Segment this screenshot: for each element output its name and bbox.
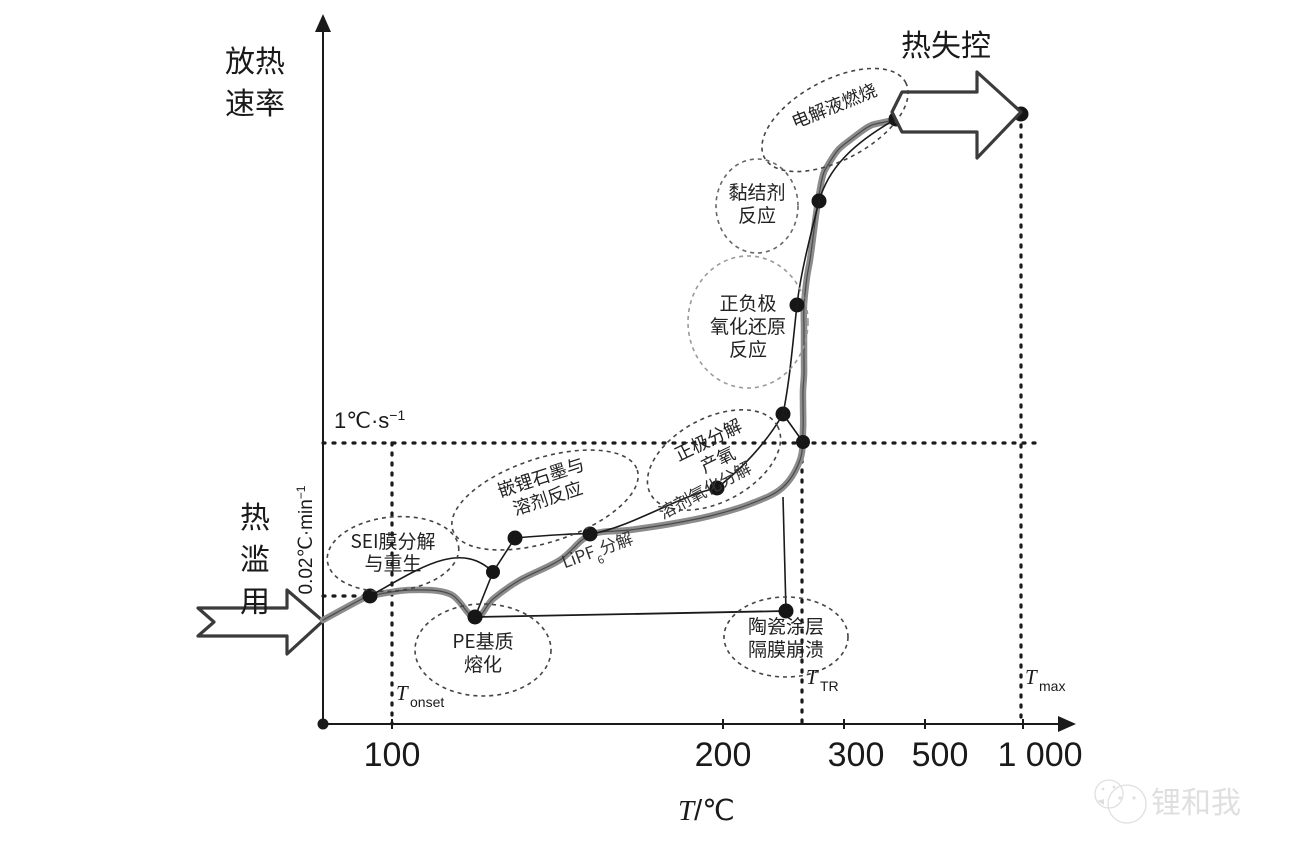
svg-text:反应: 反应 <box>729 335 767 362</box>
svg-text:onset: onset <box>410 694 444 710</box>
svg-text:放热: 放热 <box>225 37 285 81</box>
svg-text:热失控: 热失控 <box>901 21 991 65</box>
svg-text:100: 100 <box>364 736 421 774</box>
svg-text:锂和我: 锂和我 <box>1151 778 1241 822</box>
svg-text:反应: 反应 <box>738 201 776 228</box>
svg-text:200: 200 <box>695 736 752 774</box>
svg-text:500: 500 <box>912 736 969 774</box>
svg-text:热: 热 <box>240 493 270 537</box>
svg-text:1℃·s−1: 1℃·s−1 <box>334 407 405 433</box>
svg-text:T: T <box>396 681 409 705</box>
svg-text:T/℃: T/℃ <box>678 795 735 827</box>
svg-text:300: 300 <box>828 736 885 774</box>
svg-text:隔膜崩溃: 隔膜崩溃 <box>748 635 824 662</box>
svg-text:TR: TR <box>820 678 839 694</box>
svg-text:T: T <box>806 665 819 689</box>
svg-text:速率: 速率 <box>225 79 285 123</box>
svg-text:用: 用 <box>240 577 270 621</box>
svg-text:与重生: 与重生 <box>364 549 421 576</box>
svg-text:滥: 滥 <box>240 535 270 579</box>
svg-text:熔化: 熔化 <box>464 650 502 677</box>
svg-text:0.02℃·min−1: 0.02℃·min−1 <box>294 485 317 594</box>
svg-text:max: max <box>1039 678 1065 694</box>
svg-text:T: T <box>1025 665 1038 689</box>
svg-text:1 000: 1 000 <box>997 736 1082 774</box>
